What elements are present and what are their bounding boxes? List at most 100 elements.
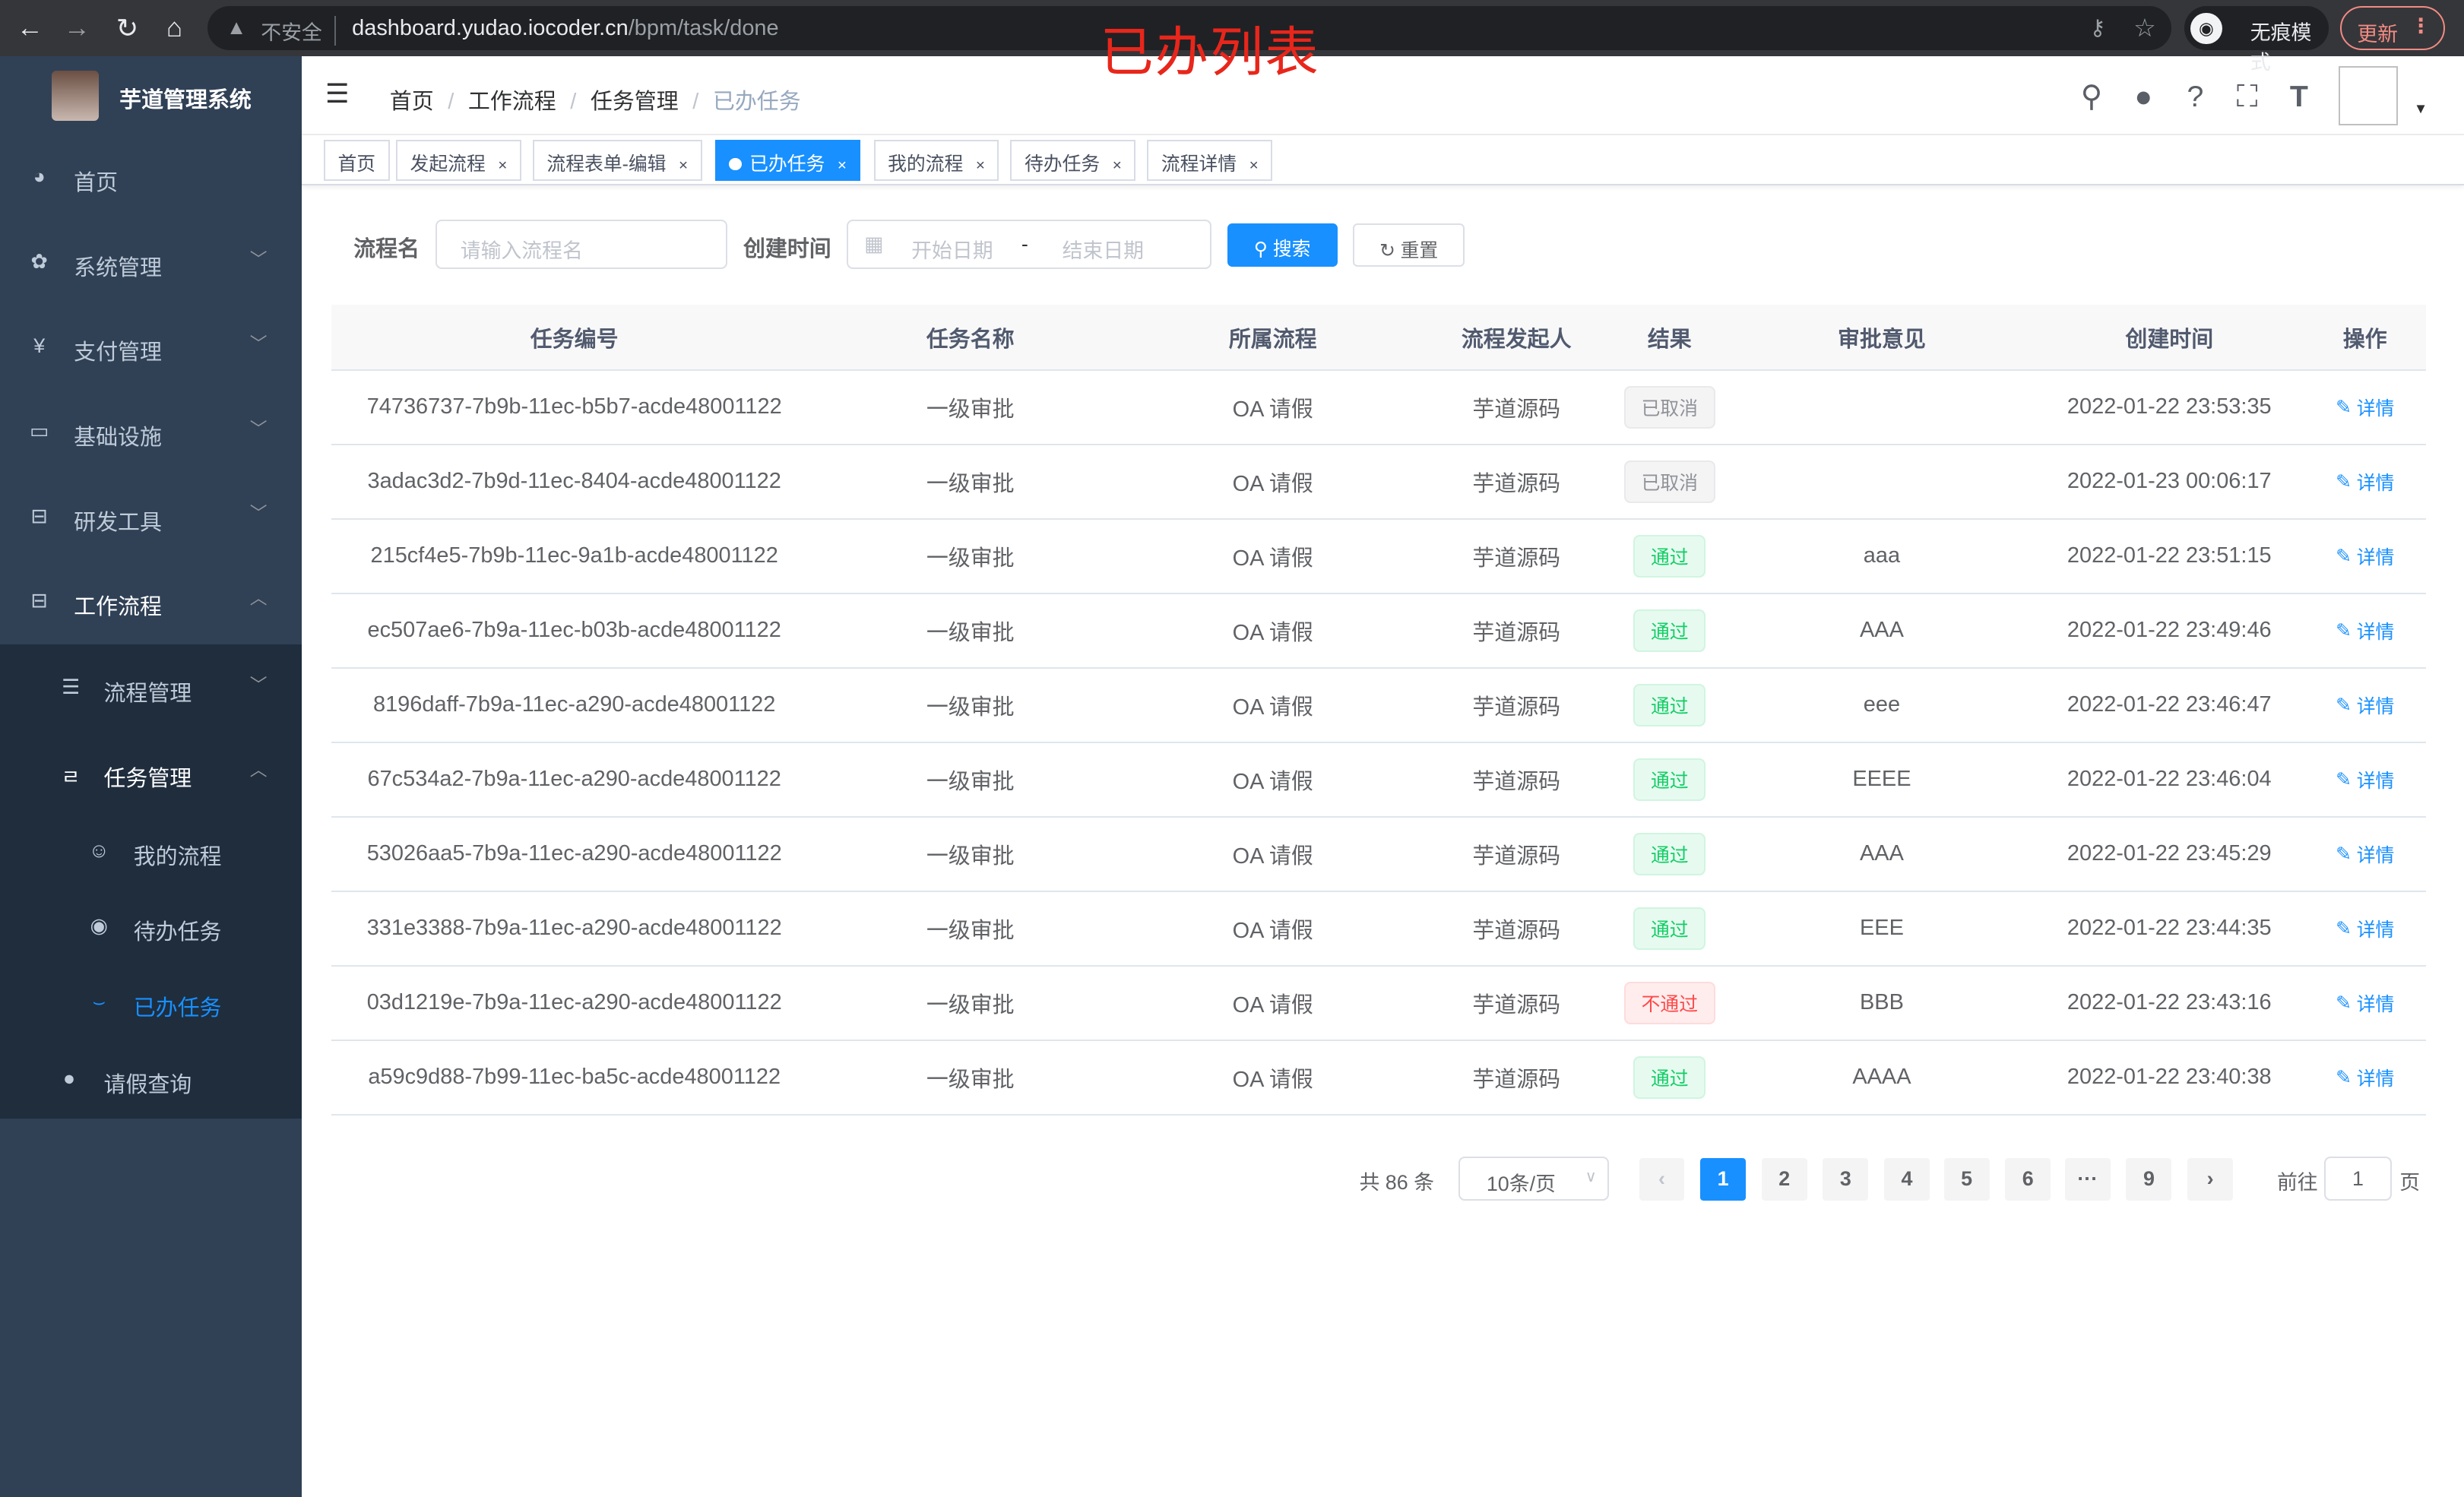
sidebar-item-pay[interactable]: ¥ 支付管理 ﹀	[0, 305, 302, 390]
prev-page-button[interactable]: ‹	[1639, 1157, 1685, 1201]
page-button[interactable]: 5	[1943, 1157, 1990, 1201]
breadcrumb-item[interactable]: 任务管理	[590, 89, 679, 114]
next-page-button[interactable]: ›	[2187, 1157, 2234, 1201]
detail-button[interactable]: ✎ 详情	[2304, 1041, 2426, 1114]
detail-button[interactable]: ✎ 详情	[2304, 743, 2426, 816]
close-icon[interactable]: ×	[1112, 157, 1122, 175]
forward-icon[interactable]: →	[63, 12, 90, 43]
goto-page-input[interactable]: 1	[2323, 1156, 2392, 1201]
address-bar[interactable]: ▲ 不安全 dashboard.yudao.iocoder.cn/bpm/tas…	[207, 6, 2172, 51]
column-header: 结果	[1647, 327, 1692, 352]
chevron-down-icon: ﹀	[249, 248, 268, 269]
sidebar-item-home[interactable]: ◕ 首页	[0, 135, 302, 220]
sidebar-item-done[interactable]: ⌣ 已办任务	[0, 967, 302, 1042]
table-cell: OA 请假	[1232, 471, 1313, 496]
detail-button[interactable]: ✎ 详情	[2304, 371, 2426, 444]
table-cell: 一级审批	[926, 620, 1015, 645]
tag-start-process[interactable]: 发起流程 ×	[396, 140, 521, 181]
more-pages-button[interactable]: ···	[2064, 1157, 2111, 1201]
date-range-picker[interactable]: ▦ 开始日期 - 结束日期	[847, 220, 1212, 269]
table-cell: OA 请假	[1232, 1067, 1313, 1092]
tag-done-tasks[interactable]: 已办任务 ×	[714, 140, 861, 181]
detail-button[interactable]: ✎ 详情	[2304, 520, 2426, 593]
sidebar-item-label: 研发工具	[74, 510, 162, 535]
search-icon[interactable]: ⚲	[2080, 80, 2103, 114]
tag-my-process[interactable]: 我的流程 ×	[873, 140, 999, 181]
sidebar-item-label: 任务管理	[103, 766, 192, 791]
url-text[interactable]: dashboard.yudao.iocoder.cn/bpm/task/done	[352, 15, 779, 40]
sidebar-item-label: 请假查询	[103, 1072, 192, 1097]
tag-label: 流程表单-编辑	[546, 154, 667, 176]
detail-button[interactable]: ✎ 详情	[2304, 967, 2426, 1040]
sidebar-item-todo[interactable]: ◉ 待办任务	[0, 891, 302, 966]
avatar[interactable]	[2338, 65, 2399, 126]
reload-icon[interactable]: ↻	[116, 13, 139, 43]
detail-button[interactable]: ✎ 详情	[2304, 818, 2426, 891]
detail-button[interactable]: ✎ 详情	[2304, 669, 2426, 742]
chevron-down-icon: ﹀	[249, 674, 268, 695]
update-button[interactable]: 更新 ⋮	[2339, 6, 2446, 51]
sidebar-item-process-manage[interactable]: ☰ 流程管理 ﹀	[0, 646, 302, 731]
result-badge: 通过	[1633, 832, 1706, 876]
page-button[interactable]: 1	[1700, 1157, 1747, 1201]
hamburger-icon[interactable]: ☰	[325, 79, 350, 109]
chevron-down-icon: ∨	[1585, 1168, 1597, 1186]
breadcrumb-item[interactable]: 首页	[389, 89, 434, 114]
star-icon[interactable]: ☆	[2133, 14, 2156, 43]
github-icon[interactable]: ●	[2134, 80, 2153, 114]
detail-button[interactable]: ✎ 详情	[2304, 892, 2426, 965]
tag-todo[interactable]: 待办任务 ×	[1010, 140, 1136, 181]
page-button[interactable]: 2	[1761, 1157, 1807, 1201]
close-icon[interactable]: ×	[498, 157, 508, 175]
key-icon[interactable]: ⚷	[2089, 15, 2106, 40]
end-date-input[interactable]: 结束日期	[1062, 239, 1145, 262]
detail-button[interactable]: ✎ 详情	[2304, 445, 2426, 518]
sidebar-item-my-process[interactable]: ☺ 我的流程	[0, 815, 302, 891]
back-icon[interactable]: ←	[16, 12, 43, 43]
table-cell: 通过	[1610, 669, 1728, 742]
fullscreen-icon[interactable]: ⛶	[2236, 80, 2258, 114]
page-button[interactable]: 3	[1823, 1157, 1869, 1201]
search-button[interactable]: ⚲ 搜索	[1227, 223, 1338, 267]
close-icon[interactable]: ×	[1249, 157, 1259, 175]
page-button[interactable]: 6	[2005, 1157, 2051, 1201]
help-icon[interactable]: ?	[2187, 80, 2204, 114]
detail-button[interactable]: ✎ 详情	[2304, 594, 2426, 667]
close-icon[interactable]: ×	[679, 157, 689, 175]
list-icon: ☰	[61, 676, 81, 699]
table-cell	[1728, 371, 2035, 444]
face-icon: ☺	[88, 839, 109, 862]
incognito-badge[interactable]: ◉ 无痕模式	[2184, 6, 2329, 74]
table-cell: OA 请假	[1232, 918, 1313, 943]
tag-form-edit[interactable]: 流程表单-编辑 ×	[532, 140, 702, 181]
sidebar-item-infra[interactable]: ▭ 基础设施 ﹀	[0, 390, 302, 475]
close-icon[interactable]: ×	[975, 157, 985, 175]
sidebar-item-system[interactable]: ✿ 系统管理 ﹀	[0, 220, 302, 305]
process-name-input[interactable]: 请输入流程名	[435, 220, 728, 269]
table-cell: 芋道源码	[1472, 769, 1561, 794]
sidebar-item-tools[interactable]: ⊟ 研发工具 ﹀	[0, 474, 302, 559]
table-cell: 一级审批	[926, 471, 1015, 496]
table-cell: 通过	[1610, 892, 1728, 965]
page-size-select[interactable]: 10条/页 ∨	[1458, 1156, 1610, 1201]
sidebar-item-workflow[interactable]: ⊟ 工作流程 ︿	[0, 559, 302, 644]
caret-down-icon[interactable]: ▼	[2413, 100, 2428, 117]
edit-icon: ✎	[2336, 620, 2357, 641]
tag-home[interactable]: 首页	[323, 140, 390, 181]
result-badge: 通过	[1633, 1055, 1706, 1100]
table-cell: 一级审批	[926, 843, 1015, 869]
breadcrumb-item[interactable]: 工作流程	[467, 89, 556, 114]
table-row: 74736737-7b9b-11ec-b5b7-acde48001122 一级审批…	[331, 371, 2427, 445]
edit-icon: ✎	[2336, 992, 2357, 1014]
tag-process-detail[interactable]: 流程详情 ×	[1147, 140, 1273, 181]
table-cell: aaa	[1863, 543, 1901, 568]
sidebar-item-leave[interactable]: ● 请假查询	[0, 1042, 302, 1120]
font-size-icon[interactable]: T	[2289, 80, 2308, 114]
start-date-input[interactable]: 开始日期	[911, 239, 993, 262]
reset-button[interactable]: ↻ 重置	[1353, 223, 1465, 267]
page-button[interactable]: 4	[1884, 1157, 1930, 1201]
close-icon[interactable]: ×	[837, 157, 847, 175]
page-button[interactable]: 9	[2126, 1157, 2172, 1201]
home-icon[interactable]: ⌂	[166, 12, 183, 43]
